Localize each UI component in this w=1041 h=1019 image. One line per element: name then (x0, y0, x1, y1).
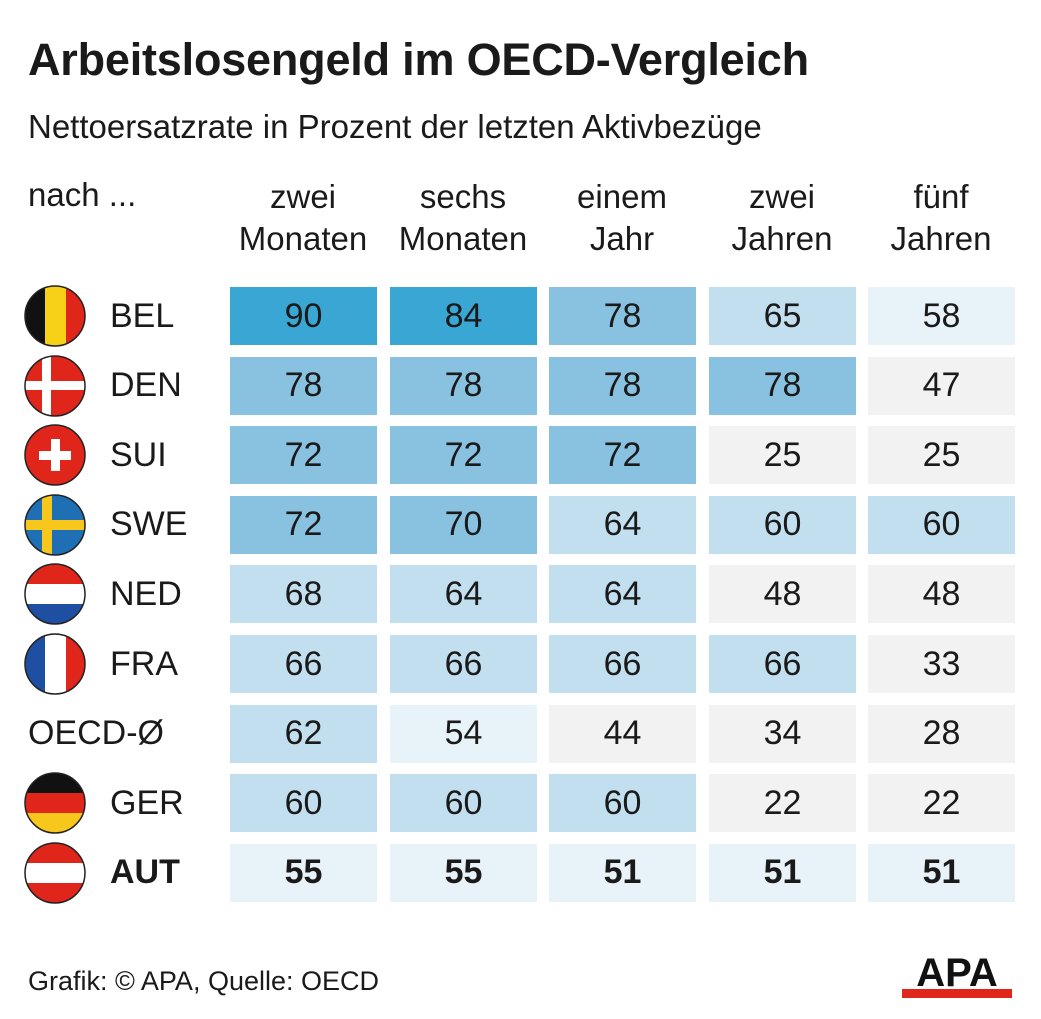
column-header: fünf Jahren (866, 176, 1016, 260)
row-label: OECD-Ø (28, 714, 164, 753)
table-cell: 28 (868, 704, 1015, 763)
austria-flag-icon (24, 842, 86, 904)
row-label: NED (110, 574, 182, 613)
germany-flag-icon (24, 772, 86, 834)
table-cell: 60 (549, 774, 696, 833)
table-cell: 64 (549, 565, 696, 624)
table-cell: 60 (390, 774, 537, 833)
table-cell: 47 (868, 356, 1015, 415)
row-label: SUI (110, 435, 167, 474)
row-header-label: nach ... (28, 176, 137, 213)
table-cell: 72 (390, 426, 537, 485)
row-label: BEL (110, 296, 175, 335)
netherlands-flag-icon (24, 563, 86, 626)
column-header-line: sechs (419, 178, 507, 215)
table-cell: 72 (549, 426, 696, 485)
chart-subtitle: Nettoersatzrate in Prozent der letzten A… (28, 108, 762, 145)
table-cell: 66 (230, 635, 377, 693)
table-cell: 25 (709, 426, 856, 485)
row-label: AUT (110, 853, 180, 892)
denmark-flag-icon (24, 354, 86, 417)
table-cell: 66 (390, 635, 537, 693)
table-cell: 64 (390, 565, 537, 624)
table-cell: 44 (549, 704, 696, 763)
apa-logo: APA (902, 953, 1012, 998)
column-header-line: einem (577, 178, 667, 215)
column-header: zwei Monaten (228, 176, 378, 260)
table-cell: 64 (549, 495, 696, 554)
table-cell: 72 (230, 495, 377, 554)
table-cell: 78 (549, 356, 696, 415)
table-cell: 34 (709, 704, 856, 763)
table-cell: 58 (868, 287, 1015, 345)
table-cell: 78 (709, 356, 856, 415)
table-cell: 51 (868, 843, 1015, 902)
sweden-flag-icon (24, 494, 86, 556)
france-flag-icon (24, 633, 86, 695)
table-cell: 48 (709, 565, 856, 624)
column-header-line: zwei (269, 178, 337, 215)
table-cell: 66 (549, 635, 696, 693)
table-cell: 78 (390, 356, 537, 415)
table-cell: 60 (868, 495, 1015, 554)
column-header-line: Jahren (731, 220, 833, 257)
apa-logo-text: APA (916, 953, 997, 995)
column-header-line: Monaten (398, 220, 528, 257)
table-cell: 54 (390, 704, 537, 763)
table-cell: 22 (868, 774, 1015, 833)
row-label: DEN (110, 366, 182, 405)
column-header-line: Jahr (589, 220, 655, 257)
table-cell: 66 (709, 635, 856, 693)
table-cell: 70 (390, 495, 537, 554)
table-cell: 65 (709, 287, 856, 345)
column-header: einem Jahr (547, 176, 697, 260)
table-cell: 60 (709, 495, 856, 554)
table-cell: 78 (230, 356, 377, 415)
table-cell: 60 (230, 774, 377, 833)
source-footer: Grafik: © APA, Quelle: OECD (28, 966, 379, 996)
table-cell: 51 (549, 843, 696, 902)
belgium-flag-icon (24, 285, 86, 347)
row-label: FRA (110, 644, 178, 683)
row-label: GER (110, 783, 184, 822)
column-header: zwei Jahren (707, 176, 857, 260)
row-label: SWE (110, 505, 188, 544)
table-cell: 72 (230, 426, 377, 485)
column-header-line: zwei (748, 178, 816, 215)
column-header: sechs Monaten (388, 176, 538, 260)
table-cell: 22 (709, 774, 856, 833)
table-cell: 78 (549, 287, 696, 345)
apa-logo-bar (902, 989, 1012, 998)
table-cell: 55 (230, 843, 377, 902)
table-cell: 68 (230, 565, 377, 624)
chart-title: Arbeitslosengeld im OECD-Vergleich (28, 34, 809, 85)
column-header-line: fünf (913, 178, 969, 215)
table-cell: 48 (868, 565, 1015, 624)
table-cell: 25 (868, 426, 1015, 485)
table-cell: 33 (868, 635, 1015, 693)
table-cell: 51 (709, 843, 856, 902)
column-header-line: Jahren (890, 220, 992, 257)
column-header-line: Monaten (238, 220, 368, 257)
table-cell: 90 (230, 287, 377, 345)
table-cell: 62 (230, 704, 377, 763)
table-cell: 84 (390, 287, 537, 345)
table-cell: 55 (390, 843, 537, 902)
switzerland-flag-icon (24, 424, 86, 486)
